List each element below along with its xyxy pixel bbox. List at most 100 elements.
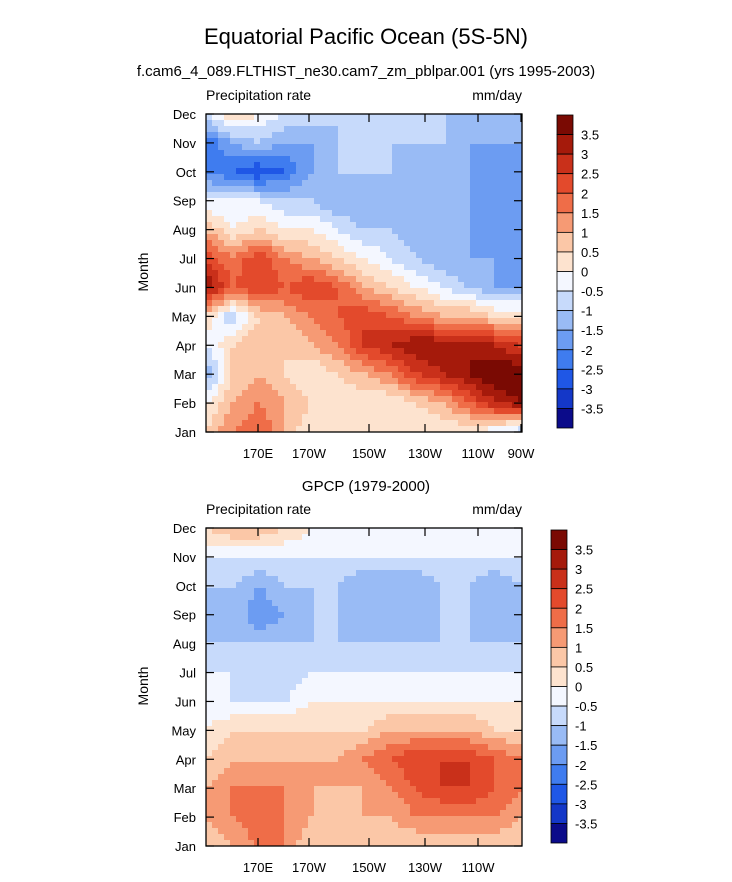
- heatmap-cell: [308, 642, 315, 649]
- heatmap-cell: [476, 210, 483, 217]
- heatmap-cell: [434, 666, 441, 673]
- heatmap-cell: [374, 354, 381, 361]
- heatmap-cell: [362, 204, 369, 211]
- heatmap-cell: [248, 216, 255, 223]
- heatmap-cell: [416, 348, 423, 355]
- heatmap-cell: [440, 330, 447, 337]
- heatmap-cell: [398, 738, 405, 745]
- heatmap-cell: [350, 726, 357, 733]
- heatmap-cell: [332, 252, 339, 259]
- heatmap-cell: [440, 336, 447, 343]
- heatmap-cell: [314, 288, 321, 295]
- heatmap-cell: [494, 282, 501, 289]
- heatmap-cell: [206, 324, 213, 331]
- heatmap-cell: [284, 528, 291, 535]
- heatmap-cell: [470, 396, 477, 403]
- heatmap-cell: [278, 360, 285, 367]
- heatmap-cell: [296, 678, 303, 685]
- heatmap-cell: [410, 570, 417, 577]
- heatmap-cell: [278, 384, 285, 391]
- heatmap-cell: [278, 636, 285, 643]
- heatmap-cell: [218, 402, 225, 409]
- heatmap-cell: [260, 564, 267, 571]
- heatmap-cell: [482, 174, 489, 181]
- heatmap-cell: [362, 294, 369, 301]
- heatmap-cell: [452, 300, 459, 307]
- heatmap-cell: [512, 552, 519, 559]
- heatmap-cell: [440, 570, 447, 577]
- heatmap-cell: [518, 318, 522, 325]
- heatmap-cell: [416, 624, 423, 631]
- heatmap-cell: [434, 582, 441, 589]
- heatmap-cell: [356, 258, 363, 265]
- heatmap-cell: [218, 696, 225, 703]
- heatmap-cell: [416, 534, 423, 541]
- heatmap-cell: [254, 240, 261, 247]
- heatmap-cell: [386, 348, 393, 355]
- heatmap-cell: [212, 750, 219, 757]
- heatmap-cell: [422, 666, 429, 673]
- heatmap-cell: [482, 732, 489, 739]
- heatmap-cell: [296, 570, 303, 577]
- heatmap-cell: [386, 366, 393, 373]
- heatmap-cell: [260, 732, 267, 739]
- heatmap-cell: [344, 336, 351, 343]
- heatmap-cell: [434, 402, 441, 409]
- heatmap-cell: [362, 330, 369, 337]
- heatmap-cell: [332, 396, 339, 403]
- heatmap-cell: [290, 402, 297, 409]
- heatmap-cell: [518, 264, 522, 271]
- heatmap-cell: [224, 276, 231, 283]
- heatmap-cell: [314, 732, 321, 739]
- heatmap-cell: [356, 174, 363, 181]
- heatmap-cell: [224, 672, 231, 679]
- heatmap-cell: [446, 282, 453, 289]
- heatmap-cell: [278, 252, 285, 259]
- heatmap-cell: [344, 612, 351, 619]
- heatmap-cell: [344, 600, 351, 607]
- heatmap-cell: [368, 684, 375, 691]
- heatmap-cell: [224, 624, 231, 631]
- heatmap-cell: [338, 312, 345, 319]
- heatmap-cell: [266, 414, 273, 421]
- heatmap-cell: [518, 336, 522, 343]
- heatmap-cell: [302, 552, 309, 559]
- heatmap-cell: [212, 678, 219, 685]
- heatmap-cell: [254, 576, 261, 583]
- heatmap-cell: [320, 198, 327, 205]
- heatmap-cell: [380, 426, 387, 432]
- heatmap-cell: [362, 246, 369, 253]
- heatmap-cell: [254, 744, 261, 751]
- heatmap-cell: [476, 300, 483, 307]
- heatmap-cell: [458, 582, 465, 589]
- heatmap-cell: [290, 276, 297, 283]
- heatmap-cell: [266, 636, 273, 643]
- heatmap-cell: [494, 666, 501, 673]
- heatmap-cell: [254, 156, 261, 163]
- heatmap-cell: [272, 114, 279, 121]
- heatmap-cell: [314, 126, 321, 133]
- heatmap-cell: [482, 144, 489, 151]
- heatmap-cell: [422, 702, 429, 709]
- heatmap-cell: [482, 696, 489, 703]
- heatmap-cell: [392, 624, 399, 631]
- heatmap-cell: [428, 564, 435, 571]
- heatmap-cell: [392, 570, 399, 577]
- heatmap-cell: [224, 666, 231, 673]
- heatmap-cell: [482, 720, 489, 727]
- heatmap-cell: [446, 114, 453, 121]
- heatmap-cell: [290, 636, 297, 643]
- heatmap-cell: [518, 618, 522, 625]
- heatmap-cell: [368, 270, 375, 277]
- heatmap-cell: [206, 348, 213, 355]
- heatmap-cell: [500, 132, 507, 139]
- heatmap-cell: [230, 534, 237, 541]
- heatmap-cell: [236, 660, 243, 667]
- heatmap-cell: [434, 276, 441, 283]
- heatmap-cell: [314, 384, 321, 391]
- heatmap-cell: [476, 426, 483, 432]
- heatmap-cell: [410, 174, 417, 181]
- heatmap-cell: [242, 588, 249, 595]
- heatmap-cell: [242, 408, 249, 415]
- heatmap-cell: [476, 744, 483, 751]
